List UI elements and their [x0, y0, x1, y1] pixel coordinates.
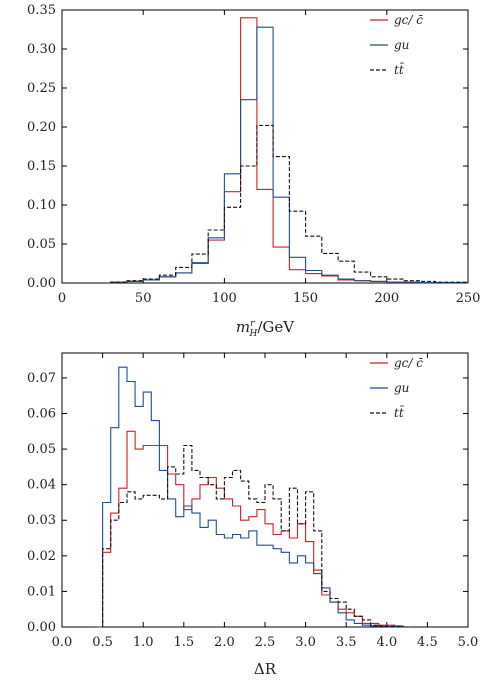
y-tick-label: 0.03 [27, 513, 56, 528]
x-tick-label: 1.0 [133, 635, 154, 650]
y-tick-label: 0.00 [27, 620, 56, 635]
y-tick-label: 0.35 [27, 3, 56, 18]
series-line-3 [110, 124, 469, 283]
chart-panel-1: 0 50 100 150 200 250 0.00 0.05 0.10 0.15 0.20 0.25 0… [27, 3, 480, 339]
y-tick-label: 0.30 [27, 42, 56, 57]
x-tick-label: 3.0 [295, 635, 316, 650]
x-tick-label: 100 [212, 291, 237, 306]
legend-label-1: gc/ c̄ [394, 13, 424, 27]
x-tick-label: 200 [374, 291, 399, 306]
x-tick-label: 0.0 [52, 635, 73, 650]
y-tick-label: 0.00 [27, 276, 56, 291]
x-axis-label: ΔR [254, 660, 277, 678]
x-tick-label: 5.0 [458, 635, 479, 650]
y-tick-label: 0.07 [27, 371, 56, 386]
legend-label-2: gu [394, 38, 409, 52]
x-tick-label: 0.5 [92, 635, 113, 650]
x-tick-label: 0 [58, 291, 66, 306]
legend-label-3: tt̄ [394, 61, 405, 77]
series-line-2 [94, 366, 404, 628]
legend-label-2: gu [394, 381, 409, 395]
y-tick-label: 0.25 [27, 81, 56, 96]
x-tick-label: 250 [456, 291, 481, 306]
series-line-3 [94, 444, 404, 628]
y-tick-label: 0.06 [27, 406, 56, 421]
legend-label-3: tt̄ [394, 404, 405, 420]
y-tick-label: 0.05 [27, 237, 56, 252]
x-axis-label: mr H/GeV [236, 318, 295, 339]
y-tick-label: 0.04 [27, 478, 56, 493]
plot-frame [61, 9, 469, 284]
chart-panel-2: 0.0 0.5 1.0 1.5 2.0 2.5 3.0 3.5 4.0 4.5 5.0 0.00 0.0… [27, 352, 479, 678]
y-tick-label: 0.20 [27, 120, 56, 135]
y-tick-label: 0.02 [27, 549, 56, 564]
y-tick-label: 0.10 [27, 198, 56, 213]
x-tick-label: 3.5 [336, 635, 357, 650]
x-tick-label: 1.5 [173, 635, 194, 650]
x-tick-label: 4.0 [376, 635, 397, 650]
x-tick-label: 50 [135, 291, 152, 306]
x-tick-label: 150 [293, 291, 318, 306]
x-tick-label: 4.5 [417, 635, 438, 650]
y-tick-label: 0.05 [27, 442, 56, 457]
series-line-2 [110, 26, 469, 284]
y-tick-label: 0.15 [27, 159, 56, 174]
series-line-1 [94, 430, 404, 628]
y-tick-label: 0.01 [27, 584, 56, 599]
legend-label-1: gc/ c̄ [394, 356, 424, 370]
x-tick-label: 2.0 [214, 635, 235, 650]
x-tick-label: 2.5 [255, 635, 276, 650]
